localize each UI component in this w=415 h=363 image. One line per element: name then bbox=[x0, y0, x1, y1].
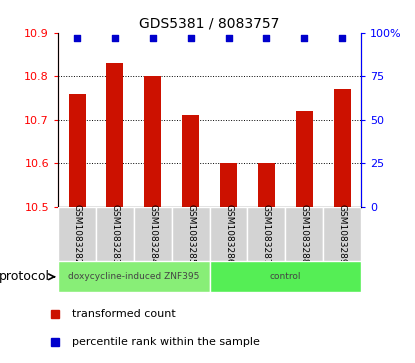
Bar bbox=[106, 63, 123, 207]
Bar bbox=[220, 163, 237, 207]
Title: GDS5381 / 8083757: GDS5381 / 8083757 bbox=[139, 16, 280, 30]
Text: GSM1083282: GSM1083282 bbox=[73, 204, 81, 264]
Text: GSM1083289: GSM1083289 bbox=[338, 204, 347, 265]
Bar bbox=[323, 207, 361, 261]
Text: GSM1083285: GSM1083285 bbox=[186, 204, 195, 265]
Point bbox=[339, 35, 345, 41]
Text: doxycycline-induced ZNF395: doxycycline-induced ZNF395 bbox=[68, 272, 200, 281]
Bar bbox=[172, 207, 210, 261]
Text: protocol: protocol bbox=[0, 270, 50, 283]
Point bbox=[187, 35, 194, 41]
Text: transformed count: transformed count bbox=[72, 309, 176, 319]
Bar bbox=[134, 207, 172, 261]
Bar bbox=[58, 261, 210, 292]
Text: GSM1083288: GSM1083288 bbox=[300, 204, 309, 265]
Point bbox=[301, 35, 308, 41]
Point bbox=[112, 35, 118, 41]
Bar bbox=[144, 76, 161, 207]
Text: control: control bbox=[270, 272, 301, 281]
Text: GSM1083283: GSM1083283 bbox=[110, 204, 120, 265]
Text: GSM1083284: GSM1083284 bbox=[148, 204, 157, 264]
Bar bbox=[296, 111, 313, 207]
Bar bbox=[258, 163, 275, 207]
Bar bbox=[286, 207, 323, 261]
Bar bbox=[58, 207, 96, 261]
Bar bbox=[210, 207, 247, 261]
Text: GSM1083287: GSM1083287 bbox=[262, 204, 271, 265]
Bar bbox=[182, 115, 199, 207]
Bar bbox=[247, 207, 285, 261]
Point bbox=[225, 35, 232, 41]
Text: percentile rank within the sample: percentile rank within the sample bbox=[72, 337, 260, 347]
Point bbox=[149, 35, 156, 41]
Bar bbox=[68, 94, 85, 207]
Point bbox=[74, 35, 81, 41]
Bar bbox=[96, 207, 134, 261]
Bar bbox=[334, 89, 351, 207]
Point bbox=[263, 35, 270, 41]
Text: GSM1083286: GSM1083286 bbox=[224, 204, 233, 265]
Bar bbox=[210, 261, 361, 292]
